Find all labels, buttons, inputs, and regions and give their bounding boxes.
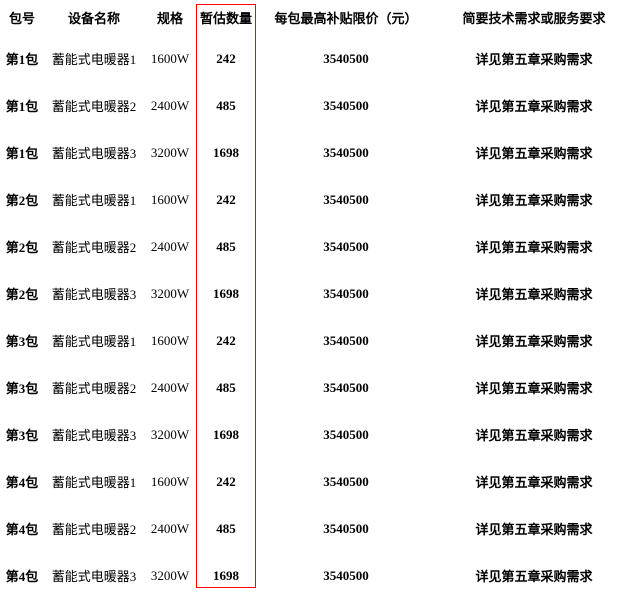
cell-tech-req: 详见第五章采购需求	[436, 317, 632, 364]
cell-max-subsidy: 3540500	[256, 223, 436, 270]
table-row: 第3包蓄能式电暖器11600W2423540500详见第五章采购需求	[0, 317, 632, 364]
cell-max-subsidy: 3540500	[256, 458, 436, 505]
cell-tech-req: 详见第五章采购需求	[436, 82, 632, 129]
cell-package-no: 第4包	[0, 505, 44, 552]
cell-est-qty: 1698	[196, 129, 256, 176]
cell-tech-req: 详见第五章采购需求	[436, 176, 632, 223]
cell-max-subsidy: 3540500	[256, 364, 436, 411]
cell-spec: 3200W	[144, 129, 196, 176]
cell-spec: 2400W	[144, 505, 196, 552]
procurement-table: 包号 设备名称 规格 暂估数量 每包最高补贴限价（元） 简要技术需求或服务要求 …	[0, 0, 632, 599]
cell-package-no: 第1包	[0, 129, 44, 176]
cell-package-no: 第2包	[0, 270, 44, 317]
header-row: 包号 设备名称 规格 暂估数量 每包最高补贴限价（元） 简要技术需求或服务要求	[0, 0, 632, 35]
header-package-no: 包号	[0, 0, 44, 35]
cell-package-no: 第2包	[0, 223, 44, 270]
cell-est-qty: 1698	[196, 270, 256, 317]
cell-est-qty: 485	[196, 82, 256, 129]
cell-spec: 2400W	[144, 82, 196, 129]
cell-package-no: 第2包	[0, 176, 44, 223]
cell-spec: 2400W	[144, 223, 196, 270]
cell-spec: 2400W	[144, 364, 196, 411]
cell-spec: 1600W	[144, 458, 196, 505]
cell-tech-req: 详见第五章采购需求	[436, 411, 632, 458]
cell-device-name: 蓄能式电暖器3	[44, 552, 144, 599]
cell-spec: 3200W	[144, 411, 196, 458]
header-est-qty: 暂估数量	[196, 0, 256, 35]
cell-est-qty: 485	[196, 223, 256, 270]
cell-package-no: 第3包	[0, 364, 44, 411]
table-row: 第1包蓄能式电暖器33200W16983540500详见第五章采购需求	[0, 129, 632, 176]
cell-device-name: 蓄能式电暖器3	[44, 270, 144, 317]
cell-max-subsidy: 3540500	[256, 552, 436, 599]
cell-tech-req: 详见第五章采购需求	[436, 129, 632, 176]
cell-tech-req: 详见第五章采购需求	[436, 458, 632, 505]
cell-device-name: 蓄能式电暖器1	[44, 458, 144, 505]
table-row: 第4包蓄能式电暖器11600W2423540500详见第五章采购需求	[0, 458, 632, 505]
cell-max-subsidy: 3540500	[256, 176, 436, 223]
cell-device-name: 蓄能式电暖器3	[44, 129, 144, 176]
cell-package-no: 第3包	[0, 411, 44, 458]
cell-package-no: 第4包	[0, 552, 44, 599]
table-row: 第4包蓄能式电暖器22400W4853540500详见第五章采购需求	[0, 505, 632, 552]
cell-max-subsidy: 3540500	[256, 411, 436, 458]
cell-est-qty: 485	[196, 364, 256, 411]
cell-spec: 3200W	[144, 270, 196, 317]
table-row: 第2包蓄能式电暖器22400W4853540500详见第五章采购需求	[0, 223, 632, 270]
cell-spec: 3200W	[144, 552, 196, 599]
table-row: 第1包蓄能式电暖器11600W2423540500详见第五章采购需求	[0, 35, 632, 82]
header-device-name: 设备名称	[44, 0, 144, 35]
header-spec: 规格	[144, 0, 196, 35]
cell-package-no: 第1包	[0, 82, 44, 129]
cell-device-name: 蓄能式电暖器2	[44, 223, 144, 270]
cell-spec: 1600W	[144, 176, 196, 223]
cell-device-name: 蓄能式电暖器3	[44, 411, 144, 458]
cell-package-no: 第1包	[0, 35, 44, 82]
table-row: 第3包蓄能式电暖器22400W4853540500详见第五章采购需求	[0, 364, 632, 411]
table-body: 第1包蓄能式电暖器11600W2423540500详见第五章采购需求第1包蓄能式…	[0, 35, 632, 599]
cell-tech-req: 详见第五章采购需求	[436, 552, 632, 599]
cell-device-name: 蓄能式电暖器1	[44, 317, 144, 364]
procurement-table-container: 包号 设备名称 规格 暂估数量 每包最高补贴限价（元） 简要技术需求或服务要求 …	[0, 0, 632, 599]
cell-package-no: 第3包	[0, 317, 44, 364]
cell-max-subsidy: 3540500	[256, 317, 436, 364]
cell-est-qty: 242	[196, 458, 256, 505]
cell-est-qty: 485	[196, 505, 256, 552]
cell-est-qty: 242	[196, 317, 256, 364]
cell-est-qty: 1698	[196, 552, 256, 599]
cell-device-name: 蓄能式电暖器1	[44, 176, 144, 223]
table-row: 第2包蓄能式电暖器11600W2423540500详见第五章采购需求	[0, 176, 632, 223]
header-max-subsidy: 每包最高补贴限价（元）	[256, 0, 436, 35]
cell-max-subsidy: 3540500	[256, 505, 436, 552]
cell-tech-req: 详见第五章采购需求	[436, 35, 632, 82]
cell-device-name: 蓄能式电暖器2	[44, 505, 144, 552]
table-row: 第4包蓄能式电暖器33200W16983540500详见第五章采购需求	[0, 552, 632, 599]
cell-max-subsidy: 3540500	[256, 35, 436, 82]
table-row: 第2包蓄能式电暖器33200W16983540500详见第五章采购需求	[0, 270, 632, 317]
cell-est-qty: 1698	[196, 411, 256, 458]
table-row: 第1包蓄能式电暖器22400W4853540500详见第五章采购需求	[0, 82, 632, 129]
cell-tech-req: 详见第五章采购需求	[436, 223, 632, 270]
cell-est-qty: 242	[196, 176, 256, 223]
cell-device-name: 蓄能式电暖器2	[44, 82, 144, 129]
cell-est-qty: 242	[196, 35, 256, 82]
table-row: 第3包蓄能式电暖器33200W16983540500详见第五章采购需求	[0, 411, 632, 458]
header-tech-req: 简要技术需求或服务要求	[436, 0, 632, 35]
cell-spec: 1600W	[144, 317, 196, 364]
cell-max-subsidy: 3540500	[256, 129, 436, 176]
cell-device-name: 蓄能式电暖器2	[44, 364, 144, 411]
cell-device-name: 蓄能式电暖器1	[44, 35, 144, 82]
cell-tech-req: 详见第五章采购需求	[436, 505, 632, 552]
cell-max-subsidy: 3540500	[256, 270, 436, 317]
cell-spec: 1600W	[144, 35, 196, 82]
cell-tech-req: 详见第五章采购需求	[436, 364, 632, 411]
cell-package-no: 第4包	[0, 458, 44, 505]
cell-max-subsidy: 3540500	[256, 82, 436, 129]
cell-tech-req: 详见第五章采购需求	[436, 270, 632, 317]
